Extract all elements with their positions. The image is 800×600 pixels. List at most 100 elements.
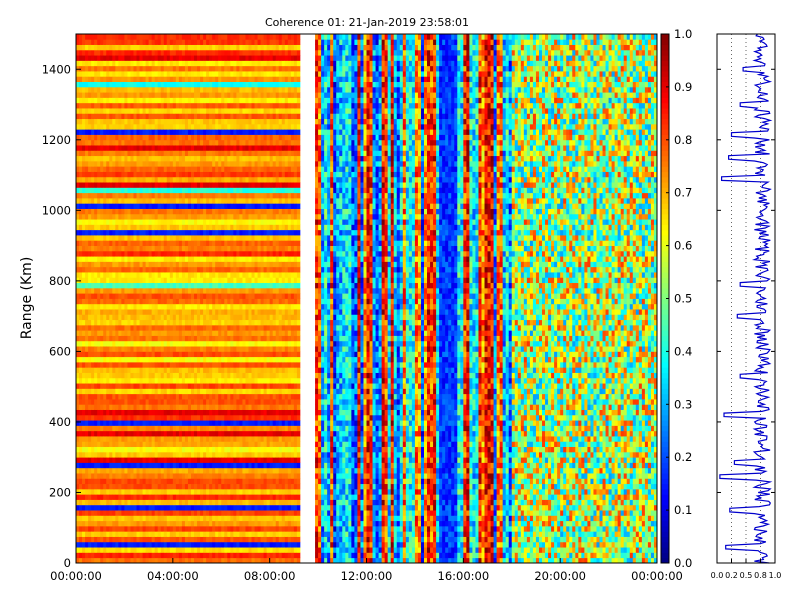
heatmap-cell xyxy=(194,388,198,395)
heatmap-cell xyxy=(181,134,186,141)
heatmap-cell xyxy=(139,197,143,204)
heatmap-cell xyxy=(145,557,150,564)
heatmap-cell xyxy=(175,309,180,315)
heatmap-cell xyxy=(112,287,116,294)
heatmap-cell xyxy=(194,536,198,543)
heatmap-cell xyxy=(100,277,104,284)
heatmap-cell xyxy=(121,208,125,215)
heatmap-cell xyxy=(175,287,180,294)
heatmap-cell xyxy=(221,97,225,104)
heatmap-cell xyxy=(85,219,89,225)
heatmap-cell xyxy=(142,377,146,384)
heatmap-cell xyxy=(91,409,95,416)
heatmap-cell xyxy=(142,235,146,241)
heatmap-cell xyxy=(154,256,159,262)
heatmap-cell xyxy=(184,536,189,543)
heatmap-cell xyxy=(187,203,192,209)
heatmap-cell xyxy=(203,92,207,98)
heatmap-cell xyxy=(209,420,213,426)
heatmap-cell xyxy=(200,383,204,389)
heatmap-cell xyxy=(130,425,134,432)
heatmap-cell xyxy=(172,224,177,231)
heatmap-cell xyxy=(154,319,159,326)
heatmap-cell xyxy=(206,76,210,83)
heatmap-cell xyxy=(175,377,180,384)
heatmap-cell xyxy=(184,65,189,72)
heatmap-cell xyxy=(130,250,134,257)
heatmap-cell xyxy=(190,192,195,199)
heatmap-cell xyxy=(224,536,228,543)
heatmap-cell xyxy=(197,44,201,51)
heatmap-cell xyxy=(181,462,186,469)
heatmap-cell xyxy=(139,462,143,469)
heatmap-cell xyxy=(112,266,116,273)
heatmap-cell xyxy=(91,483,95,490)
heatmap-cell xyxy=(97,488,101,495)
heatmap-cell xyxy=(218,145,222,151)
heatmap-cell xyxy=(88,361,92,368)
heatmap-cell xyxy=(106,504,110,511)
heatmap-cell xyxy=(94,356,98,363)
heatmap-cell xyxy=(178,272,183,278)
heatmap-cell xyxy=(160,229,165,236)
heatmap-cell xyxy=(224,351,228,358)
heatmap-cell xyxy=(115,39,119,45)
heatmap-cell xyxy=(121,414,125,421)
heatmap-cell xyxy=(94,541,98,548)
heatmap-cell xyxy=(85,44,89,51)
heatmap-cell xyxy=(133,473,137,479)
heatmap-cell xyxy=(181,467,186,474)
heatmap-cell xyxy=(206,60,210,67)
heatmap-cell xyxy=(139,108,143,114)
heatmap-cell xyxy=(118,34,122,40)
heatmap-cell xyxy=(118,467,122,474)
heatmap-cell xyxy=(197,404,201,410)
heatmap-cell xyxy=(82,282,86,289)
heatmap-cell xyxy=(197,171,201,178)
heatmap-cell xyxy=(178,240,183,246)
heatmap-cell xyxy=(154,160,159,167)
heatmap-cell xyxy=(197,541,201,548)
heatmap-cell xyxy=(118,303,122,310)
heatmap-cell xyxy=(76,213,80,220)
heatmap-cell xyxy=(215,155,219,162)
heatmap-cell xyxy=(154,462,159,469)
heatmap-cell xyxy=(85,182,89,188)
heatmap-cell xyxy=(115,446,119,453)
heatmap-cell xyxy=(85,504,89,511)
heatmap-cell xyxy=(145,303,150,310)
heatmap-cell xyxy=(133,346,137,352)
heatmap-cell xyxy=(190,351,195,358)
heatmap-cell xyxy=(106,256,110,262)
heatmap-cell xyxy=(215,367,219,373)
heatmap-cell xyxy=(157,361,162,368)
heatmap-cell xyxy=(103,272,107,278)
heatmap-cell xyxy=(139,531,143,537)
heatmap-cell xyxy=(160,224,165,231)
heatmap-cell xyxy=(194,414,198,421)
heatmap-cell xyxy=(82,187,86,194)
heatmap-cell xyxy=(160,113,165,120)
heatmap-cell xyxy=(187,372,192,379)
heatmap-cell xyxy=(76,272,80,278)
heatmap-cell xyxy=(172,425,177,432)
heatmap-cell xyxy=(187,451,192,458)
heatmap-cell xyxy=(218,118,222,125)
heatmap-cell xyxy=(187,499,192,506)
heatmap-cell xyxy=(184,197,189,204)
heatmap-cell xyxy=(163,346,168,352)
heatmap-cell xyxy=(166,557,171,564)
heatmap-cell xyxy=(106,525,110,532)
heatmap-cell xyxy=(169,467,174,474)
heatmap-cell xyxy=(145,451,150,458)
heatmap-cell xyxy=(124,446,128,453)
heatmap-cell xyxy=(209,55,213,61)
heatmap-cell xyxy=(166,208,171,215)
heatmap-cell xyxy=(172,182,177,188)
heatmap-cell xyxy=(112,520,116,527)
heatmap-cell xyxy=(109,240,113,246)
heatmap-cell xyxy=(160,483,165,490)
heatmap-cell xyxy=(133,102,137,109)
heatmap-cell xyxy=(166,314,171,321)
heatmap-cell xyxy=(76,367,80,373)
